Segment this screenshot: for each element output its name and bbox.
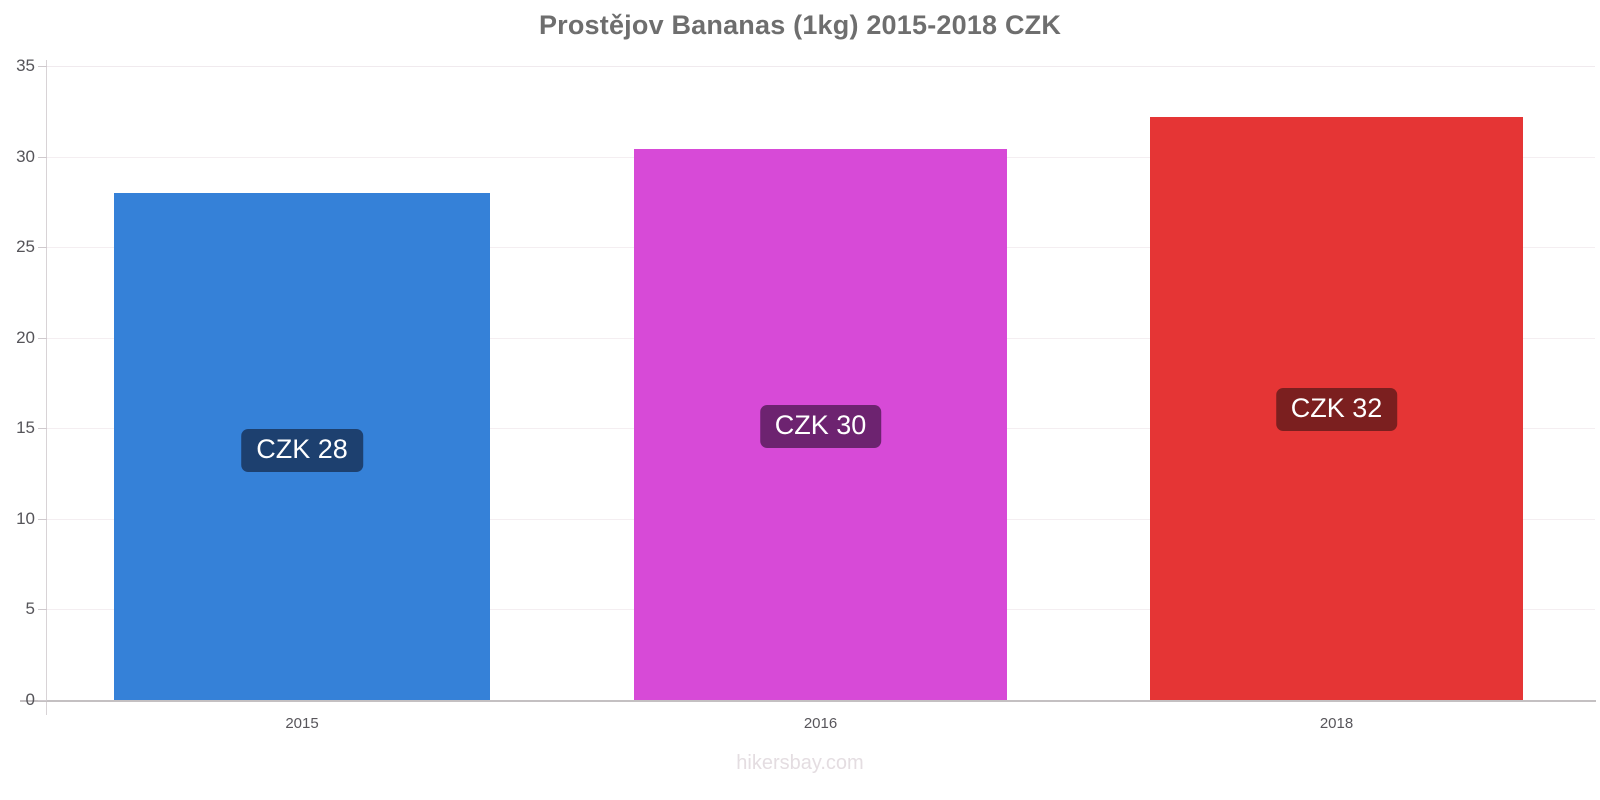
chart-title: Prostějov Bananas (1kg) 2015-2018 CZK	[538, 10, 1062, 40]
footer-source: hikersbay.com	[736, 752, 864, 774]
bar-2015[interactable]: CZK 28	[114, 66, 490, 700]
y-axis-line	[46, 60, 47, 715]
y-tick-label-30: 30	[16, 146, 35, 166]
y-tick-label-20: 20	[16, 327, 35, 347]
bar-2016[interactable]: CZK 30	[634, 66, 1007, 700]
y-tick-mark-30	[38, 156, 47, 158]
y-tick-mark-0	[38, 700, 47, 701]
value-label-2015: CZK 28	[241, 428, 363, 472]
y-tick-mark-35	[38, 66, 47, 67]
y-tick-mark-5	[38, 609, 47, 611]
x-tick-label-2018: 2018	[1319, 715, 1354, 732]
plot-area: CZK 28 CZK 30 CZK 32	[46, 66, 1595, 700]
y-tick-mark-20	[38, 337, 47, 339]
y-tick-label-10: 10	[16, 508, 35, 528]
y-tick-label-5: 5	[25, 599, 35, 619]
y-tick-label-0: 0	[25, 690, 35, 709]
x-axis-line	[20, 700, 1596, 702]
bar-2018[interactable]: CZK 32	[1150, 66, 1523, 700]
y-tick-label-35: 35	[16, 56, 35, 75]
y-tick-mark-25	[38, 247, 47, 249]
x-tick-label-2016: 2016	[803, 715, 838, 732]
value-label-2016: CZK 30	[759, 405, 882, 449]
gridline-35	[46, 66, 1595, 67]
y-tick-mark-15	[38, 428, 47, 430]
y-tick-label-15: 15	[16, 418, 35, 438]
x-tick-label-2015: 2015	[285, 715, 319, 732]
y-tick-label-25: 25	[16, 237, 35, 257]
y-tick-mark-10	[38, 518, 47, 520]
value-label-2018: CZK 32	[1275, 387, 1398, 431]
